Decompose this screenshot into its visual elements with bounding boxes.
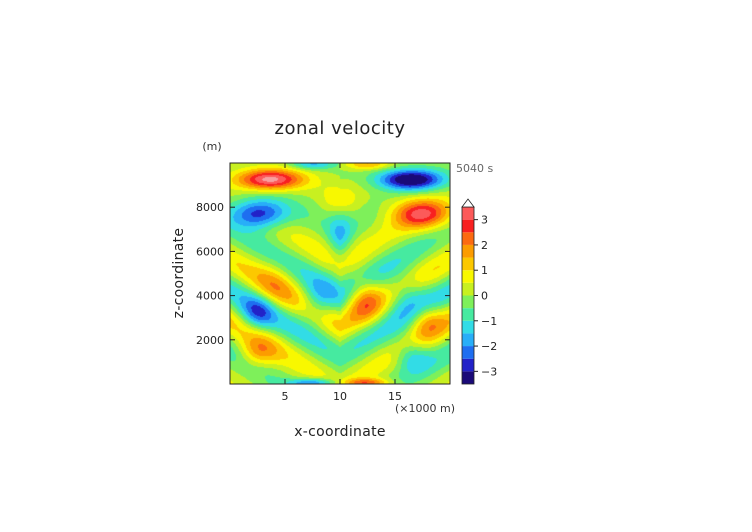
colorbar-tick-label: −2 xyxy=(481,340,497,353)
colorbar-tick-label: 3 xyxy=(481,214,488,227)
y-axis: 2000 4000 6000 8000 xyxy=(196,201,450,347)
colorbar-band xyxy=(462,371,474,384)
y-tick-label: 6000 xyxy=(196,245,224,258)
y-axis-label: z-coordinate xyxy=(171,228,187,319)
x-unit-label: (×1000 m) xyxy=(395,402,455,415)
y-unit-label: (m) xyxy=(202,140,221,153)
colorbar-band xyxy=(462,358,474,372)
colorbar-tick-label: −3 xyxy=(481,365,497,378)
colorbar-band xyxy=(462,308,474,321)
colorbar-band xyxy=(462,270,474,283)
colorbar-tick-label: 0 xyxy=(481,290,488,303)
x-tick-label: 15 xyxy=(388,390,402,403)
chart-title: zonal velocity xyxy=(275,118,406,139)
y-tick-label: 4000 xyxy=(196,290,224,303)
plot-area xyxy=(229,162,451,385)
colorbar-tick-label: 1 xyxy=(481,264,488,277)
colorbar-band xyxy=(462,333,474,347)
y-tick-label: 8000 xyxy=(196,201,224,214)
x-tick-label: 5 xyxy=(282,390,289,403)
x-tick-label: 10 xyxy=(333,390,347,403)
colorbar-band xyxy=(462,346,474,359)
colorbar-band xyxy=(462,295,474,309)
colorbar-band xyxy=(462,320,474,334)
time-label: 5040 s xyxy=(456,162,493,175)
x-axis-label: x-coordinate xyxy=(294,424,386,440)
contour-field xyxy=(230,163,450,384)
colorbar-band xyxy=(462,257,474,271)
colorbar-band xyxy=(462,207,474,220)
x-axis: 5 10 15 xyxy=(282,163,402,403)
colorbar-band xyxy=(462,232,474,245)
colorbar-band xyxy=(462,282,474,296)
colorbar-tick-label: −1 xyxy=(481,315,497,328)
colorbar: 3 2 1 0 −1 −2 −3 xyxy=(461,198,497,385)
y-tick-label: 2000 xyxy=(196,334,224,347)
colorbar-band xyxy=(462,244,474,258)
colorbar-tick-label: 2 xyxy=(481,239,488,252)
colorbar-extension xyxy=(461,198,475,208)
colorbar-band xyxy=(462,219,474,233)
